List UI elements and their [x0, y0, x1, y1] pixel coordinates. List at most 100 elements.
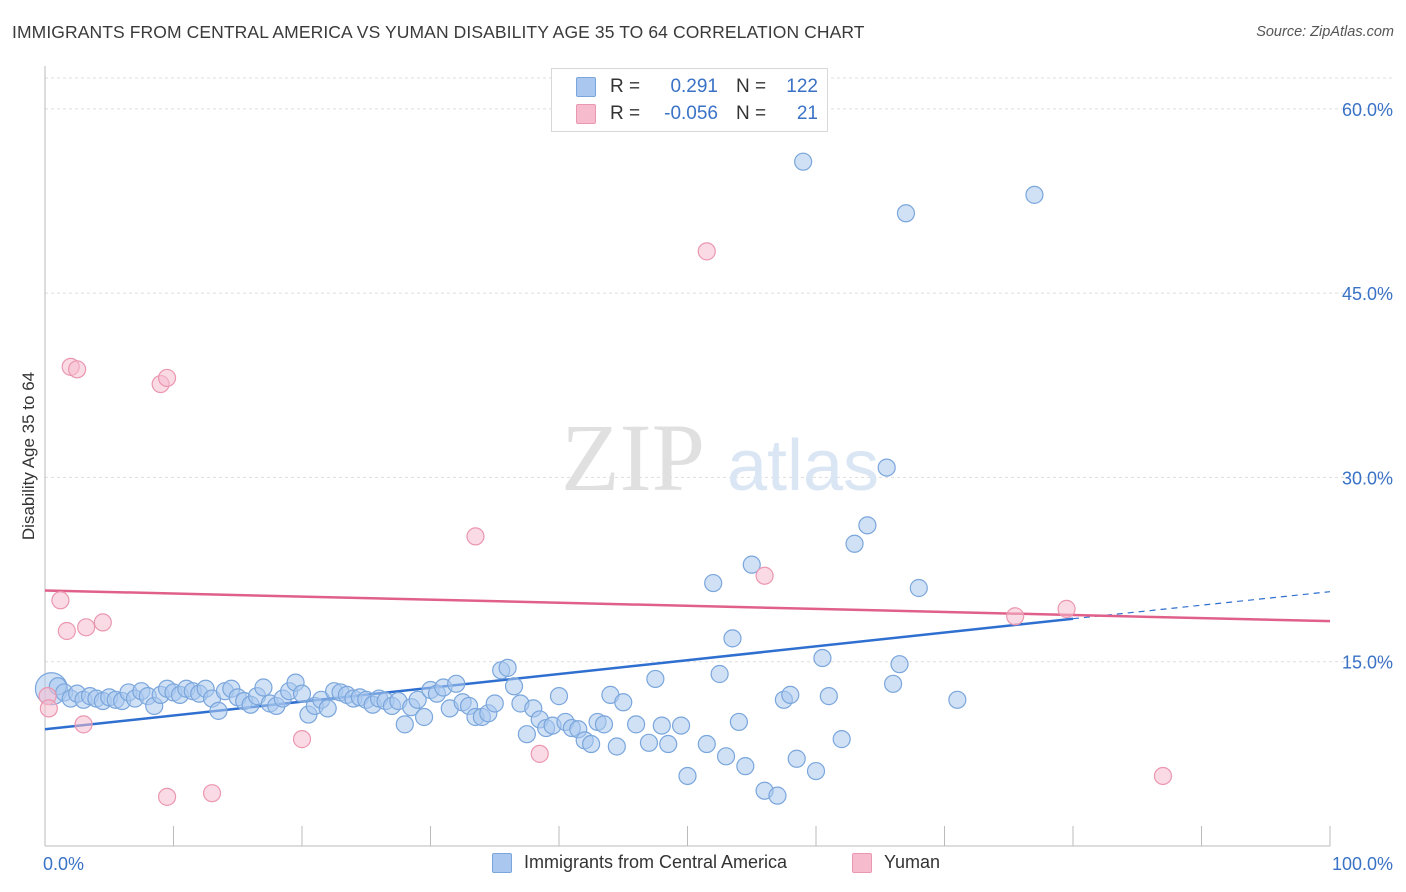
point-central-america	[787, 749, 806, 768]
point-central-america	[909, 578, 928, 598]
point-central-america	[948, 690, 967, 709]
legend-row-series2: R = -0.056 N = 21	[576, 102, 818, 126]
point-yuman	[755, 566, 774, 585]
axis-labels: 15.0% 30.0% 45.0% 60.0% 0.0% 100.0% Disability…	[19, 100, 1393, 874]
point-yuman	[74, 715, 93, 734]
point-central-america	[877, 458, 896, 477]
n-value: 122	[786, 76, 818, 97]
point-central-america	[781, 685, 800, 704]
r-label: R =	[610, 76, 641, 97]
point-central-america	[883, 674, 903, 693]
point-yuman	[77, 618, 96, 637]
watermark-atlas: atlas	[727, 426, 879, 506]
point-central-america	[209, 701, 228, 720]
watermark-zip: ZIP	[561, 404, 705, 511]
n-label: N =	[736, 103, 767, 124]
data-points	[34, 152, 1173, 806]
y-axis-label: Disability Age 35 to 64	[19, 372, 38, 540]
point-central-america	[768, 786, 787, 805]
point-central-america	[678, 766, 697, 786]
point-central-america	[845, 534, 864, 553]
point-central-america	[498, 658, 517, 677]
point-central-america	[819, 687, 838, 706]
point-central-america	[517, 725, 536, 744]
legend-item-series2: Yuman	[852, 852, 940, 873]
point-yuman	[1006, 607, 1025, 626]
trend-line-central-america	[44, 617, 1074, 731]
point-central-america	[697, 734, 716, 754]
point-central-america	[671, 716, 691, 735]
chart-title: IMMIGRANTS FROM CENTRAL AMERICA VS YUMAN…	[12, 22, 865, 42]
point-central-america	[710, 664, 729, 684]
point-central-america	[292, 684, 312, 703]
point-central-america	[626, 715, 646, 734]
r-label: R =	[610, 103, 641, 124]
legend-label-series2: Yuman	[884, 852, 941, 872]
pink-swatch-icon	[852, 852, 872, 873]
point-central-america	[794, 152, 813, 171]
point-yuman	[68, 360, 87, 379]
point-central-america	[742, 555, 761, 574]
point-yuman	[39, 699, 58, 718]
point-central-america	[447, 674, 466, 693]
point-yuman	[202, 784, 222, 803]
point-central-america	[614, 693, 633, 712]
point-central-america	[896, 204, 916, 223]
point-central-america	[723, 629, 742, 648]
point-yuman	[157, 368, 177, 388]
y-tick-label: 15.0%	[1342, 653, 1393, 673]
point-central-america	[736, 757, 755, 776]
legend-row-series1: R = 0.291 N = 122	[576, 75, 818, 99]
source-label: Source: ZipAtlas.com	[1256, 24, 1394, 40]
point-central-america	[813, 648, 832, 668]
trend-line-yuman	[44, 589, 1331, 623]
point-central-america	[659, 734, 678, 754]
point-yuman	[93, 613, 112, 632]
legend-item-series1: Immigrants from Central America	[492, 852, 787, 873]
point-central-america	[639, 733, 659, 752]
point-central-america	[729, 712, 749, 732]
point-central-america	[318, 699, 337, 718]
point-yuman	[530, 744, 549, 763]
point-central-america	[832, 730, 851, 749]
pink-swatch-icon	[576, 104, 596, 124]
point-yuman	[51, 591, 70, 610]
y-tick-label: 30.0%	[1342, 468, 1393, 488]
point-yuman	[697, 242, 716, 261]
point-central-america	[646, 669, 665, 689]
point-yuman	[292, 730, 312, 749]
point-central-america	[716, 747, 736, 766]
y-tick-label: 60.0%	[1342, 100, 1393, 120]
point-central-america	[395, 715, 414, 734]
blue-swatch-icon	[576, 77, 596, 97]
n-value: 21	[796, 103, 818, 124]
point-central-america	[607, 737, 626, 756]
point-yuman	[57, 621, 76, 641]
point-yuman	[157, 787, 177, 806]
point-central-america	[890, 655, 909, 674]
point-yuman	[1153, 766, 1173, 786]
trend-line-extension	[1072, 591, 1331, 620]
point-central-america	[414, 707, 434, 727]
r-value: -0.056	[664, 103, 718, 124]
point-central-america	[806, 761, 826, 781]
legend-label-series1: Immigrants from Central America	[524, 852, 788, 872]
point-central-america	[858, 516, 877, 535]
point-yuman	[466, 527, 485, 546]
point-central-america	[652, 716, 671, 735]
point-central-america	[704, 573, 723, 593]
point-central-america	[485, 694, 504, 713]
point-central-america	[1025, 185, 1044, 204]
point-central-america	[594, 715, 614, 734]
stats-legend: R = 0.291 N = 122 R = -0.056 N = 21	[551, 68, 828, 132]
blue-swatch-icon	[492, 852, 512, 873]
y-tick-label: 45.0%	[1342, 284, 1393, 304]
trend-lines	[44, 589, 1331, 731]
point-central-america	[582, 734, 601, 754]
point-central-america	[408, 690, 427, 709]
r-value: 0.291	[670, 76, 718, 97]
point-yuman	[1057, 599, 1076, 618]
point-central-america	[254, 678, 273, 697]
x-tick-label: 0.0%	[43, 854, 84, 874]
